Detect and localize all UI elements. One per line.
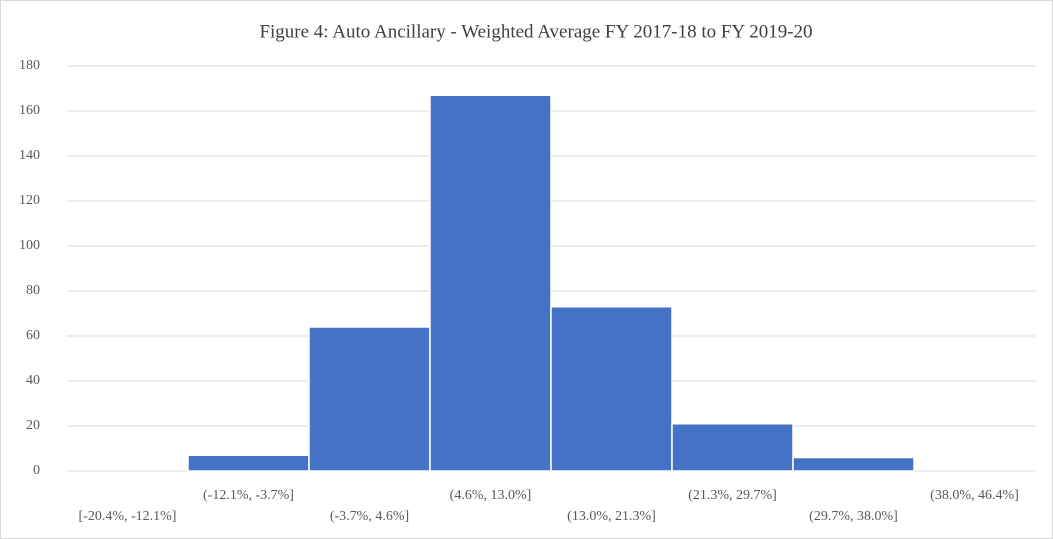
bar (429, 94, 552, 472)
y-tick-label: 140 (19, 148, 40, 163)
y-tick-label: 160 (19, 103, 40, 118)
bar (308, 326, 431, 472)
y-tick-label: 0 (33, 463, 40, 478)
x-tick-label: (13.0%, 21.3%] (567, 509, 656, 524)
chart-title: Figure 4: Auto Ancillary - Weighted Aver… (259, 21, 812, 42)
bar (550, 306, 673, 472)
bar (792, 456, 915, 472)
x-tick-label: (-12.1%, -3.7%] (203, 488, 294, 503)
y-tick-label: 100 (19, 238, 40, 253)
x-tick-label: (38.0%, 46.4%] (930, 488, 1019, 503)
y-tick-label: 20 (26, 418, 40, 433)
x-tick-label: (29.7%, 38.0%] (809, 509, 898, 524)
x-tick-label: [-20.4%, -12.1%] (79, 509, 177, 524)
x-tick-label: (4.6%, 13.0%] (450, 488, 532, 503)
y-tick-label: 120 (19, 193, 40, 208)
y-tick-label: 40 (26, 373, 40, 388)
y-tick-label: 180 (19, 58, 40, 73)
x-tick-label: (21.3%, 29.7%] (688, 488, 777, 503)
y-tick-label: 80 (26, 283, 40, 298)
bar (671, 423, 794, 472)
bar (187, 454, 310, 472)
y-tick-label: 60 (26, 328, 40, 343)
x-tick-label: (-3.7%, 4.6%] (330, 509, 409, 524)
